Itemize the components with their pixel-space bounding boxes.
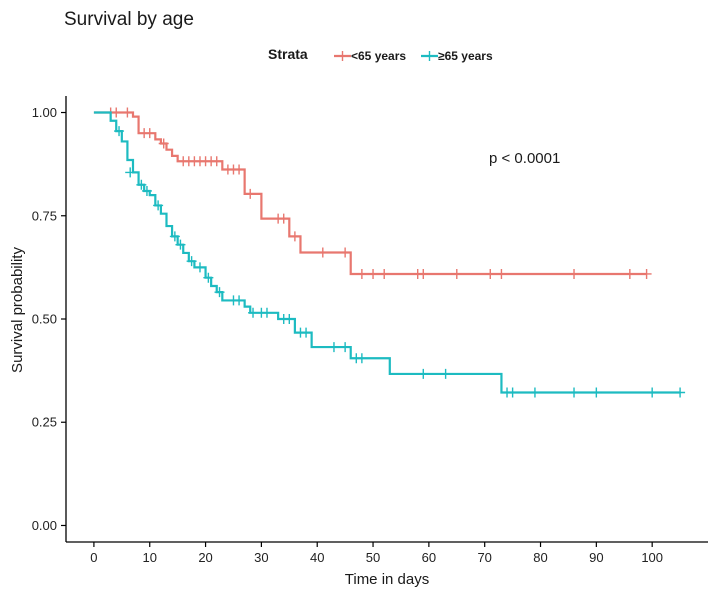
x-tick-label: 10: [143, 550, 157, 565]
legend: Strata <65 years ≥65 years: [268, 46, 493, 63]
censor-mark: [356, 268, 367, 279]
x-tick-label: 100: [641, 550, 663, 565]
censor-mark: [507, 387, 518, 398]
y-tick-label: 0.75: [32, 208, 57, 223]
censor-mark: [591, 387, 602, 398]
series-over-65: [93, 111, 686, 398]
censor-mark: [114, 126, 125, 137]
y-axis-label: Survival probability: [9, 247, 26, 373]
legend-label: <65 years: [351, 49, 406, 63]
censor-mark: [278, 213, 289, 224]
censor-mark: [317, 247, 328, 258]
censor-mark: [169, 231, 180, 242]
censor-mark: [496, 268, 507, 279]
censor-mark: [440, 368, 451, 379]
censor-mark: [485, 268, 496, 279]
x-tick-label: 70: [477, 550, 491, 565]
censor-mark: [340, 247, 351, 258]
y-tick-label: 1.00: [32, 105, 57, 120]
censor-mark: [122, 107, 133, 118]
censor-mark: [186, 256, 197, 267]
censor-mark: [418, 368, 429, 379]
x-tick-label: 50: [366, 550, 380, 565]
survival-curve: [93, 111, 681, 394]
censor-mark: [289, 231, 300, 242]
censor-mark: [569, 268, 580, 279]
chart-title: Survival by age: [64, 9, 194, 30]
x-tick-label: 0: [90, 550, 97, 565]
censor-mark: [451, 268, 462, 279]
y-tick-label: 0.50: [32, 312, 57, 327]
p-value-annotation: p < 0.0001: [489, 150, 560, 167]
censor-mark: [647, 387, 658, 398]
censor-mark: [284, 314, 295, 324]
legend-title: Strata: [268, 46, 308, 62]
x-tick-label: 20: [198, 550, 212, 565]
censor-mark: [214, 287, 225, 298]
x-axis-label: Time in days: [345, 571, 429, 588]
survival-curve: [93, 111, 647, 276]
censor-mark: [340, 342, 351, 353]
censor-mark: [158, 138, 169, 149]
censor-mark: [624, 268, 635, 279]
censor-mark: [328, 342, 339, 353]
censor-mark: [261, 307, 272, 318]
y-tick-label: 0.00: [32, 518, 57, 533]
censor-mark: [211, 156, 222, 167]
x-tick-label: 90: [589, 550, 603, 565]
censor-mark: [641, 268, 652, 279]
censor-mark: [136, 179, 147, 190]
censor-mark: [529, 387, 540, 398]
censor-mark: [234, 295, 245, 306]
x-tick-label: 60: [422, 550, 436, 565]
censor-mark: [368, 268, 379, 279]
x-tick-label: 40: [310, 550, 324, 565]
censor-mark: [418, 268, 429, 279]
censor-mark: [111, 107, 122, 118]
censor-mark: [203, 272, 214, 283]
censor-mark: [301, 327, 312, 338]
legend-entry: ≥65 years: [421, 49, 493, 63]
censor-mark: [379, 268, 390, 279]
censor-mark: [144, 128, 155, 139]
censor-mark: [675, 387, 686, 398]
censor-mark: [175, 239, 186, 250]
censor-mark: [125, 167, 136, 178]
x-tick-label: 80: [533, 550, 547, 565]
censor-mark: [356, 353, 367, 364]
x-tick-label: 30: [254, 550, 268, 565]
legend-label: ≥65 years: [438, 49, 493, 63]
censor-mark: [141, 185, 152, 196]
censor-mark: [569, 387, 580, 398]
censor-mark: [234, 164, 245, 175]
censor-mark: [248, 307, 259, 318]
legend-entry: <65 years: [334, 49, 406, 63]
series-under-65: [93, 107, 652, 279]
censor-mark: [194, 262, 205, 273]
censor-mark: [153, 200, 164, 211]
y-tick-label: 0.25: [32, 415, 57, 430]
censor-mark: [245, 188, 256, 199]
